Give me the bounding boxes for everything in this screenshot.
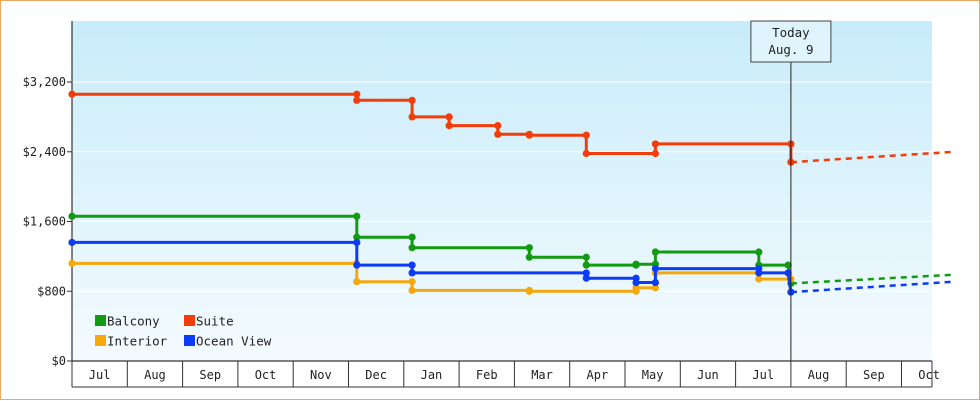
data-point-interior	[353, 278, 361, 286]
x-tick-label: Mar	[531, 368, 553, 382]
data-point-suite	[494, 130, 502, 138]
data-point-ocean-view	[651, 264, 660, 273]
x-tick-labels: Jul Aug Sep Oct Nov Dec Jan Feb Mar Apr May Jun Jul A…	[89, 368, 940, 382]
legend-swatch-balcony	[95, 315, 106, 326]
data-point-ocean-view	[408, 269, 416, 277]
data-point-balcony	[525, 253, 533, 261]
x-tick-label: Nov	[310, 368, 332, 382]
data-point-ocean-view	[582, 274, 590, 282]
legend-label-suite: Suite	[196, 314, 234, 329]
data-point-interior	[408, 278, 416, 286]
data-point-balcony	[582, 261, 590, 269]
projection-line-suite	[790, 150, 955, 164]
data-point-ocean-view	[353, 261, 361, 269]
data-point-ocean-view	[755, 269, 763, 277]
projection-line-ocean-view	[790, 280, 955, 294]
y-tick-label: $3,200	[23, 75, 66, 89]
data-point-ocean-view	[353, 238, 361, 247]
x-tick-label: Jan	[421, 368, 443, 382]
data-point-suite	[408, 113, 416, 121]
y-tick-label: $1,600	[23, 215, 66, 229]
data-point-suite	[582, 131, 590, 139]
data-point-balcony	[582, 253, 590, 261]
legend-swatch-suite	[184, 315, 195, 326]
today-date: Aug. 9	[768, 42, 813, 57]
data-point-interior	[68, 259, 76, 267]
data-point-ocean-view	[651, 278, 660, 287]
y-tick-label: $0	[52, 354, 66, 368]
legend-label-balcony: Balcony	[107, 314, 160, 329]
data-point-balcony	[353, 233, 361, 241]
x-tick-label: Sep	[199, 368, 221, 382]
data-point-ocean-view	[408, 261, 416, 269]
data-point-suite	[651, 149, 660, 158]
x-tick-label: Sep	[863, 368, 885, 382]
data-point-balcony	[525, 244, 533, 252]
data-point-suite	[445, 122, 453, 130]
series-line-interior	[72, 261, 791, 293]
today-label-box	[750, 20, 832, 63]
legend-label-interior: Interior	[107, 334, 168, 349]
x-tick-label: May	[642, 368, 664, 382]
legend-label-ocean-view: Ocean View	[196, 334, 272, 349]
projection-line-balcony	[790, 273, 955, 285]
data-point-ocean-view	[784, 269, 792, 277]
data-point-suite	[582, 149, 590, 158]
data-point-balcony	[651, 248, 660, 256]
axes	[67, 21, 933, 388]
data-point-suite	[494, 122, 502, 130]
data-point-interior	[632, 284, 640, 292]
data-point-balcony	[632, 260, 640, 268]
data-point-ocean-view	[632, 278, 640, 287]
data-point-ocean-view	[582, 269, 590, 277]
x-tick-label: Feb	[476, 368, 498, 382]
data-point-balcony	[353, 212, 361, 220]
plot-area	[72, 21, 932, 361]
legend: Balcony Suite Interior Ocean View	[95, 314, 272, 349]
x-tick-label: Oct	[255, 368, 277, 382]
data-point-balcony	[755, 248, 763, 256]
data-point-interior	[408, 286, 416, 294]
y-tick-labels: $0 $800 $1,600 $2,400 $3,200	[23, 75, 66, 368]
x-tick-label: Jul	[89, 368, 111, 382]
x-tick-label: Apr	[587, 368, 609, 382]
x-tick-label: Aug	[144, 368, 166, 382]
legend-swatch-ocean-view	[184, 335, 195, 346]
data-point-interior	[651, 284, 660, 292]
x-tick-label: Jun	[697, 368, 719, 382]
series-lines	[68, 90, 955, 296]
data-point-suite	[353, 96, 361, 104]
data-point-interior	[755, 275, 763, 283]
data-point-suite	[408, 96, 416, 104]
today-marker: Today Aug. 9	[750, 20, 832, 361]
today-label: Today	[772, 25, 810, 40]
data-point-ocean-view	[68, 238, 76, 247]
data-point-suite	[68, 90, 76, 98]
data-point-interior	[525, 287, 533, 295]
legend-swatch-interior	[95, 335, 106, 346]
x-tick-label: Aug	[808, 368, 830, 382]
x-tick-label: Jul	[752, 368, 774, 382]
data-point-suite	[525, 131, 533, 139]
data-point-suite	[651, 140, 660, 148]
y-tick-label: $800	[37, 284, 66, 298]
data-point-balcony	[408, 233, 416, 241]
y-tick-label: $2,400	[23, 145, 66, 159]
data-point-suite	[445, 113, 453, 121]
data-point-balcony	[784, 261, 792, 269]
data-point-balcony	[408, 244, 416, 252]
x-tick-label: Oct	[918, 368, 940, 382]
x-tick-label: Dec	[365, 368, 387, 382]
data-point-balcony	[68, 212, 76, 220]
data-point-suite	[353, 90, 361, 98]
